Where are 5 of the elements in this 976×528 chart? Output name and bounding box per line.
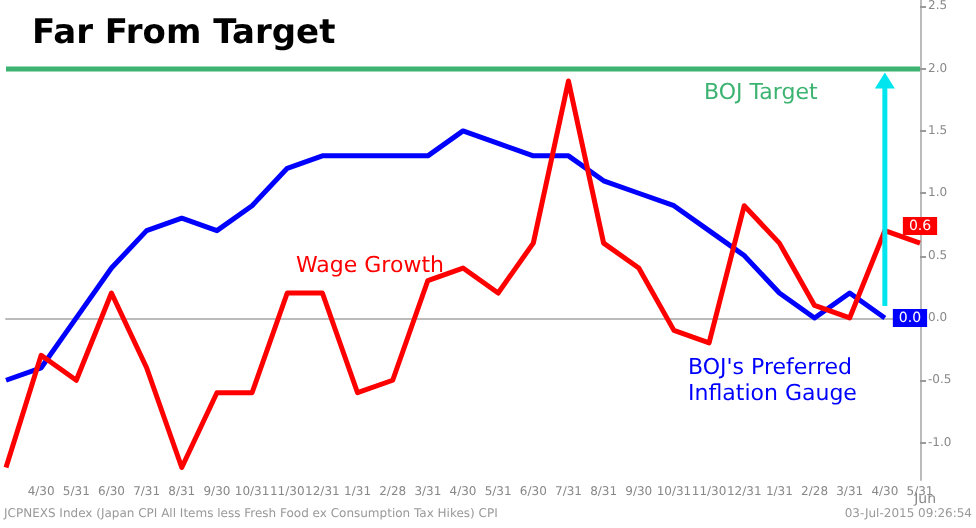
line-series xyxy=(3,128,888,383)
ref-line-label: BOJ Target xyxy=(704,78,819,105)
chart-title: Far From Target xyxy=(32,13,336,53)
series-label: Wage Growth xyxy=(296,252,445,278)
text: BOJ's Preferred Inflation Gauge xyxy=(688,354,858,406)
